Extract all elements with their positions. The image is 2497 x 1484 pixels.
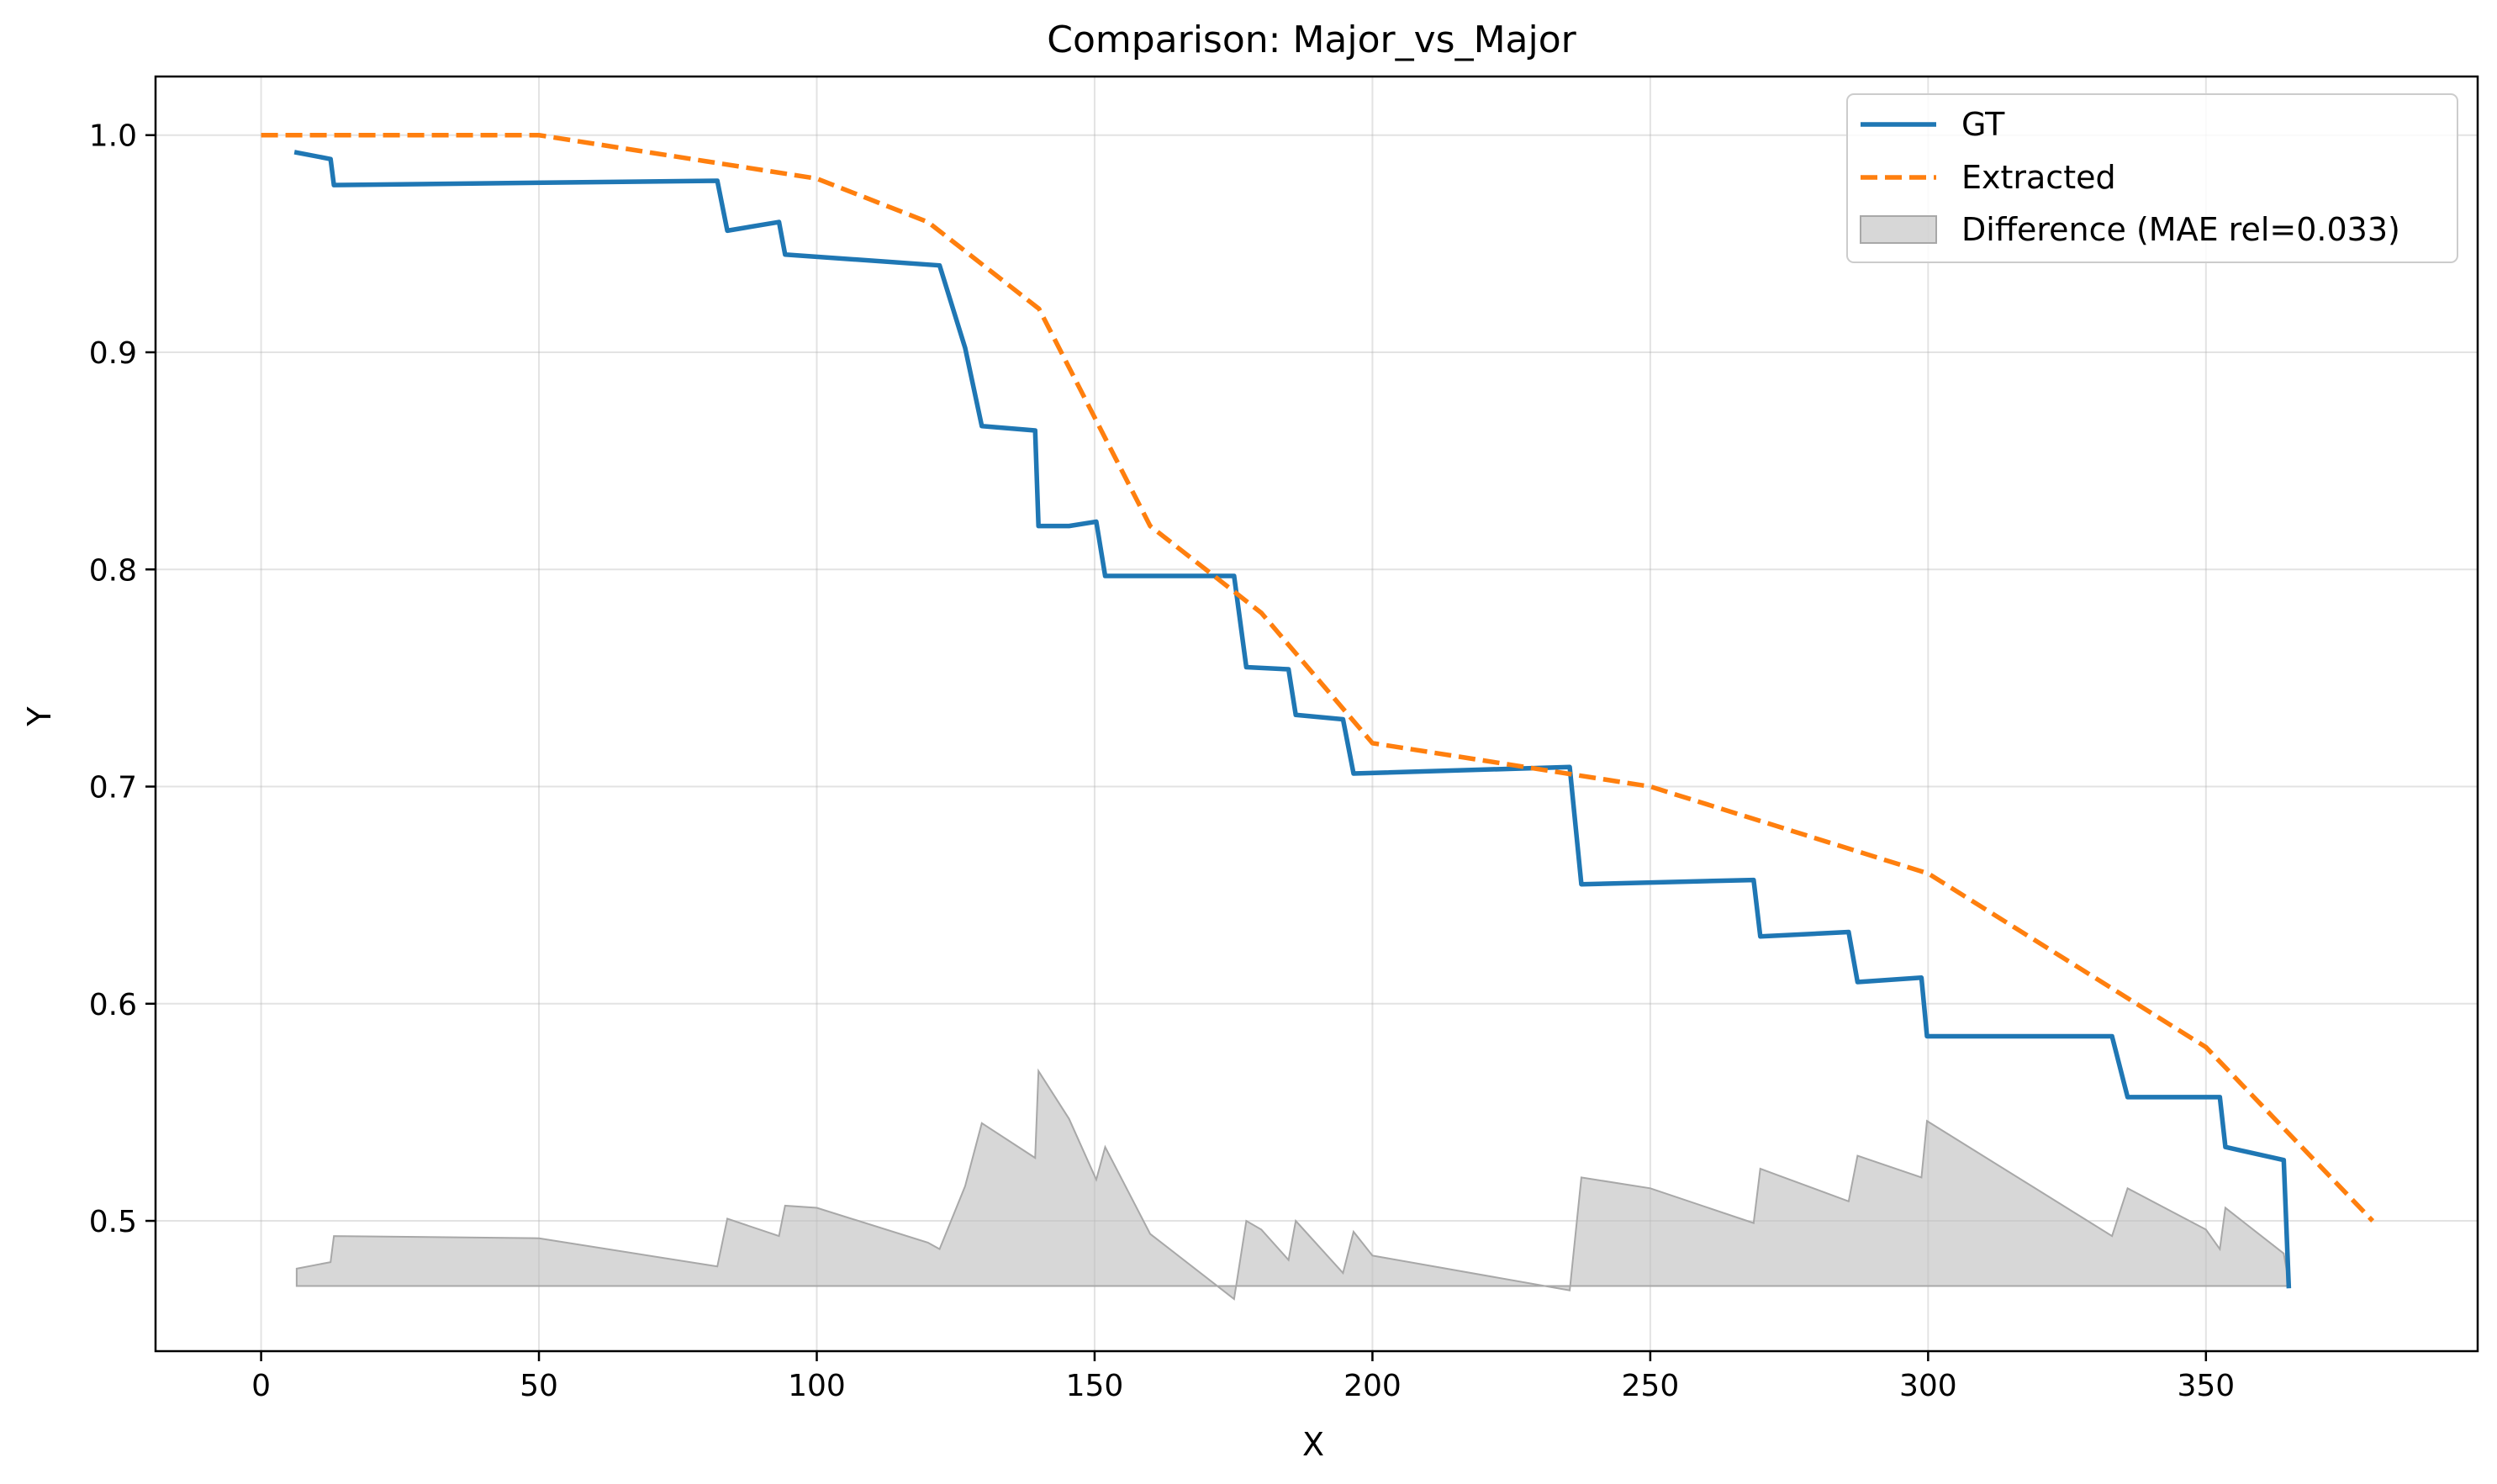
x-tick-label: 350 <box>2177 1369 2235 1403</box>
y-tick-label: 0.6 <box>89 988 137 1022</box>
x-tick-label: 250 <box>1622 1369 1680 1403</box>
legend-label-gt: GT <box>1961 106 2005 143</box>
x-tick-label: 0 <box>251 1369 271 1403</box>
axes-frame <box>154 75 2479 1353</box>
y-tick-label: 0.8 <box>89 553 137 588</box>
difference-area <box>295 1068 2290 1301</box>
x-tick-label: 150 <box>1066 1369 1124 1403</box>
legend: GT Extracted Difference (MAE rel=0.033) <box>1846 93 2458 263</box>
y-axis-label: Y <box>21 706 58 727</box>
x-tick-label: 200 <box>1344 1369 1402 1403</box>
series-line-gt <box>293 150 2292 1289</box>
y-tick-label: 1.0 <box>89 119 137 154</box>
x-tick-label: 300 <box>1899 1369 1957 1403</box>
legend-label-difference: Difference (MAE rel=0.033) <box>1961 211 2400 248</box>
plot-area: 0 50 100 150 200 250 300 350 0.5 0.6 0.7 0.8 0.9 1.0 <box>89 75 2479 1403</box>
y-tick-label: 0.5 <box>89 1205 137 1239</box>
x-axis-label: X <box>1302 1426 1324 1463</box>
series-line-extracted <box>261 132 2375 1223</box>
x-tick-label: 50 <box>520 1369 558 1403</box>
legend-swatch-difference <box>1860 215 1937 244</box>
legend-frame <box>1846 93 2458 263</box>
x-tick-label: 100 <box>788 1369 846 1403</box>
y-tick-label: 0.9 <box>89 336 137 371</box>
y-tick-label: 0.7 <box>89 771 137 805</box>
chart-title: Comparison: Major_vs_Major <box>1047 18 1576 61</box>
legend-label-extracted: Extracted <box>1961 159 2116 196</box>
